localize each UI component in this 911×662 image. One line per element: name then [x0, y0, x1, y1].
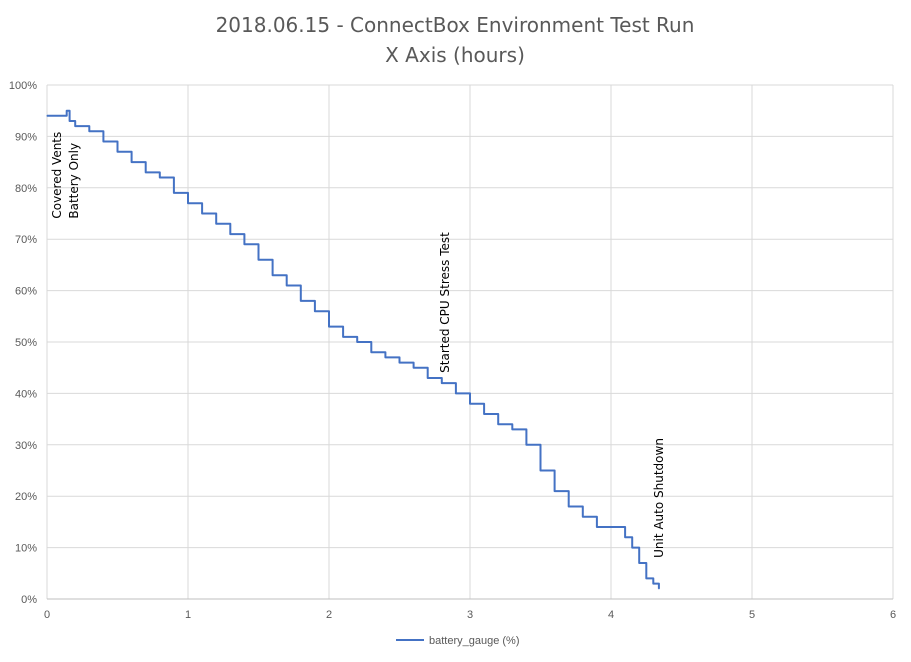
y-tick-label: 30% — [15, 440, 37, 452]
data-point — [539, 469, 542, 472]
data-point — [596, 526, 598, 528]
y-tick-label: 80% — [15, 183, 37, 195]
data-point — [511, 428, 513, 430]
data-point — [342, 336, 344, 338]
data-point — [525, 444, 528, 446]
data-point — [102, 140, 104, 143]
data-point — [88, 130, 90, 132]
data-point — [314, 310, 316, 312]
series-layer — [46, 109, 660, 590]
data-point — [68, 120, 71, 122]
y-tick-label: 60% — [15, 286, 37, 298]
data-point — [483, 413, 485, 415]
data-point — [384, 356, 386, 359]
data-point — [638, 562, 640, 564]
data-point — [645, 577, 647, 580]
data-point — [658, 588, 660, 590]
y-tick-label: 0% — [21, 594, 37, 606]
data-point — [66, 110, 68, 112]
x-tick-label: 5 — [749, 609, 755, 621]
annotations: Covered Vents Battery Only Started CPU Str… — [50, 132, 666, 558]
data-point — [631, 547, 633, 549]
data-point — [74, 125, 76, 127]
data-point — [554, 490, 556, 492]
y-tick-label: 40% — [15, 388, 37, 400]
data-point — [610, 526, 612, 528]
axes: 0% 10% 20% 30% 40% 50% 60% 70% 80% 90% 100% 0 1 2 3 4 5 6 — [9, 80, 896, 621]
data-point — [257, 259, 260, 261]
data-point — [116, 151, 119, 153]
data-point — [427, 377, 429, 379]
x-tick-label: 6 — [890, 609, 896, 621]
x-tick-label: 0 — [44, 609, 50, 621]
x-tick-label: 4 — [608, 609, 614, 621]
legend-label: battery_gauge (%) — [429, 635, 520, 647]
data-point — [64, 115, 66, 117]
data-point — [286, 284, 288, 287]
annotation-label: Covered Vents — [50, 132, 64, 219]
annotation-label: Battery Only — [67, 143, 81, 219]
data-point — [131, 161, 133, 163]
y-tick-label: 90% — [15, 131, 37, 143]
data-point — [398, 361, 401, 364]
y-tick-label: 70% — [15, 234, 37, 246]
y-tick-label: 20% — [15, 491, 37, 503]
data-point — [568, 505, 570, 508]
data-point — [46, 115, 48, 117]
data-point — [624, 536, 626, 538]
data-point — [272, 274, 274, 276]
data-point — [187, 202, 189, 204]
x-tick-label: 2 — [326, 609, 332, 621]
annotation-label: Started CPU Stress Test — [438, 232, 452, 373]
data-point — [215, 223, 217, 225]
data-point — [370, 351, 372, 353]
data-point — [469, 403, 471, 405]
y-tick-label: 10% — [15, 543, 37, 555]
data-point — [441, 382, 443, 384]
data-point — [455, 392, 457, 394]
chart-title: 2018.06.15 - ConnectBox Environment Test… — [216, 13, 695, 37]
data-point — [201, 212, 203, 215]
x-tick-label: 1 — [185, 609, 191, 621]
legend: battery_gauge (%) — [396, 635, 520, 647]
chart-subtitle: X Axis (hours) — [385, 43, 525, 67]
data-point — [582, 516, 584, 518]
data-point — [356, 341, 358, 343]
data-point — [328, 325, 330, 328]
data-point — [413, 367, 415, 369]
data-point — [159, 176, 161, 179]
data-point — [145, 171, 147, 173]
y-tick-label: 100% — [9, 80, 37, 92]
x-tick-label: 3 — [467, 609, 473, 621]
data-point — [229, 233, 231, 235]
data-point — [173, 192, 175, 194]
data-point — [243, 243, 245, 245]
data-point — [652, 582, 654, 585]
data-point — [497, 423, 499, 425]
y-tick-label: 50% — [15, 337, 37, 349]
annotation-label: Unit Auto Shutdown — [652, 438, 666, 558]
data-point — [300, 300, 302, 302]
